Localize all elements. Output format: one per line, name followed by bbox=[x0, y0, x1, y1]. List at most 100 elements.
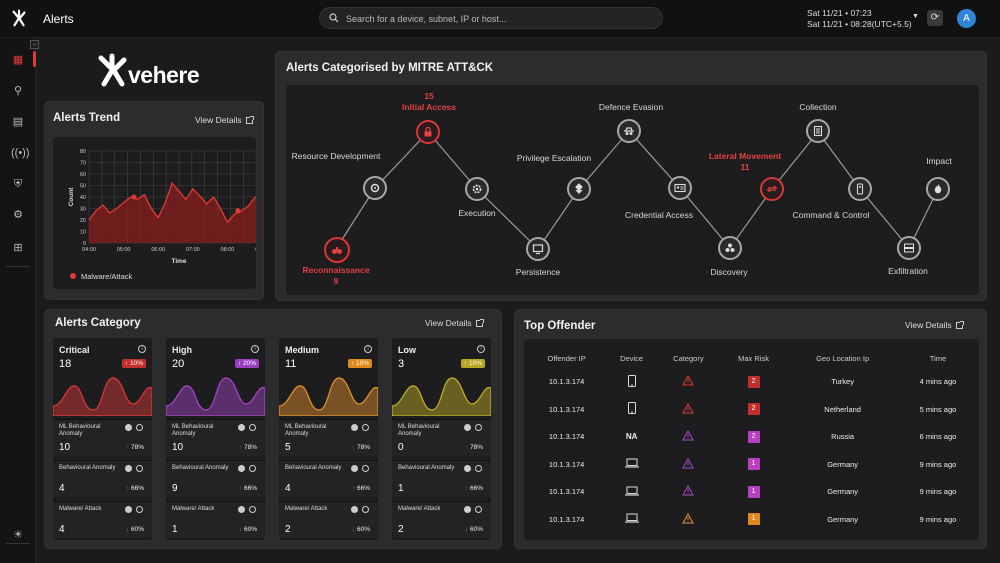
offender-ip[interactable]: 10.1.3.174 bbox=[548, 514, 585, 524]
col-header[interactable]: Time bbox=[929, 353, 947, 363]
time-ago: 9 mins ago bbox=[919, 459, 957, 469]
subcategory-tile[interactable]: Malware/ Attack 1 ↓ 60% bbox=[166, 501, 265, 538]
subcategory-tile[interactable]: ML Behavioural Anomaly 10 ↑ 78% bbox=[53, 419, 152, 456]
info-icon[interactable]: i bbox=[251, 345, 259, 353]
alerts-trend-view-details[interactable]: View Details bbox=[195, 115, 254, 125]
broadcast-icon[interactable]: ((•)) bbox=[11, 147, 30, 159]
trend-badge: ↑ 10% bbox=[460, 359, 485, 368]
info-icon[interactable] bbox=[136, 465, 143, 472]
mitre-execution-node[interactable] bbox=[465, 177, 489, 201]
mitre-impact-node[interactable] bbox=[926, 177, 950, 201]
col-header[interactable]: Category bbox=[673, 353, 704, 363]
info-icon[interactable]: i bbox=[477, 345, 485, 353]
offender-ip[interactable]: 10.1.3.174 bbox=[548, 432, 585, 442]
gears-icon bbox=[370, 183, 380, 193]
lock-icon bbox=[424, 126, 432, 137]
shield-icon[interactable]: ⛨ bbox=[13, 178, 23, 190]
dashboard-icon[interactable]: ▦ bbox=[12, 54, 24, 66]
table-row[interactable]: 10.1.3.174 1 Germany 9 mins ago bbox=[526, 451, 977, 479]
table-row[interactable]: 10.1.3.174 2 Netherland 5 mins ago bbox=[526, 396, 977, 424]
mitre-initial-access-node[interactable] bbox=[416, 120, 440, 144]
subcategory-tile[interactable]: Behavioural Anomaly 9 ↑ 66% bbox=[166, 460, 265, 497]
theme-toggle-icon[interactable]: ☀ bbox=[13, 529, 23, 541]
clipboard-icon[interactable]: ▤ bbox=[12, 116, 24, 128]
mitre-command-control-node[interactable] bbox=[848, 177, 872, 201]
report-icon[interactable]: ⊞ bbox=[13, 242, 23, 254]
mitre-exfiltration-node[interactable] bbox=[897, 236, 921, 260]
subcategory-tile[interactable]: ML Behavioural Anomaly 5 ↑ 78% bbox=[279, 419, 378, 456]
avatar[interactable]: A bbox=[957, 9, 976, 28]
info-icon[interactable] bbox=[249, 506, 256, 513]
mitre-collection-node[interactable] bbox=[806, 119, 830, 143]
device-cell bbox=[607, 506, 656, 534]
table-row[interactable]: 10.1.3.174 1 Germany 9 mins ago bbox=[526, 506, 977, 534]
refresh-button[interactable]: ⟳ bbox=[927, 10, 943, 26]
info-icon[interactable] bbox=[249, 424, 256, 431]
table-row[interactable]: 10.1.3.174 1 Germany 9 mins ago bbox=[526, 478, 977, 506]
mitre-privilege-escalation-node[interactable] bbox=[567, 177, 591, 201]
category-column-medium[interactable]: Medium i 11 ↑ 10% ML Behavioural Anomaly… bbox=[279, 338, 378, 540]
info-icon[interactable]: i bbox=[138, 345, 146, 353]
search-bar[interactable] bbox=[319, 7, 663, 29]
info-icon[interactable] bbox=[136, 506, 143, 513]
gear-icon[interactable]: ⚙ bbox=[13, 209, 23, 221]
laptop-icon bbox=[624, 458, 639, 468]
offender-ip[interactable]: 10.1.3.174 bbox=[548, 377, 585, 387]
search-input[interactable] bbox=[346, 11, 646, 26]
subcategory-tile[interactable]: Behavioural Anomaly 4 ↑ 66% bbox=[279, 460, 378, 497]
vehere-logo-icon[interactable] bbox=[10, 9, 28, 27]
info-icon[interactable] bbox=[362, 465, 369, 472]
data-point[interactable] bbox=[235, 208, 241, 214]
mitre-defence-evasion-node[interactable] bbox=[617, 119, 641, 143]
subcategory-tile[interactable]: Behavioural Anomaly 1 ↑ 66% bbox=[392, 460, 491, 497]
datetime-display[interactable]: Sat 11/21 • 07:23 Sat 11/21 • 08:28(UTC+… bbox=[807, 8, 912, 30]
category-sparkline bbox=[392, 377, 491, 416]
subcategory-tile[interactable]: Malware/ Attack 2 ↓ 60% bbox=[392, 501, 491, 538]
table-row[interactable]: 10.1.3.174 2 Turkey 4 mins ago bbox=[526, 368, 977, 396]
table-row[interactable]: 10.1.3.174 NA 2 Russia 6 mins ago bbox=[526, 423, 977, 451]
info-icon[interactable] bbox=[136, 424, 143, 431]
mitre-reconnaissance-node[interactable] bbox=[324, 237, 350, 263]
col-header[interactable]: Max Risk bbox=[738, 353, 769, 363]
category-column-low[interactable]: Low i 3 ↑ 10% ML Behavioural Anomaly 0 ↑… bbox=[392, 338, 491, 540]
mitre-credential-access-node[interactable] bbox=[668, 176, 692, 200]
category-column-critical[interactable]: Critical i 18 ↑ 10% ML Behavioural Anoma… bbox=[53, 338, 152, 540]
col-header[interactable]: Device bbox=[620, 353, 644, 363]
collapse-nav-icon[interactable]: ‹› bbox=[30, 40, 39, 49]
subcategory-percent: ↑ 66% bbox=[351, 485, 370, 492]
subcategory-percent: ↓ 60% bbox=[351, 526, 370, 533]
mitre-resource-development-node[interactable] bbox=[363, 176, 387, 200]
network-icon[interactable]: ⚲ bbox=[13, 85, 23, 97]
subcategory-tile[interactable]: Malware/ Attack 2 ↓ 60% bbox=[279, 501, 378, 538]
category-cell bbox=[656, 396, 721, 424]
col-header[interactable]: Offender IP bbox=[547, 353, 586, 363]
info-icon[interactable] bbox=[475, 424, 482, 431]
caret-down-icon[interactable]: ▼ bbox=[912, 13, 919, 20]
view-details-label: View Details bbox=[195, 115, 242, 125]
subcategory-tile[interactable]: Malware/ Attack 4 ↓ 60% bbox=[53, 501, 152, 538]
mitre-persistence-node[interactable] bbox=[526, 237, 550, 261]
info-icon[interactable] bbox=[475, 465, 482, 472]
alerts-category-view-details[interactable]: View Details bbox=[425, 318, 484, 328]
check-icon bbox=[125, 465, 132, 472]
col-header[interactable]: Geo Location Ip bbox=[816, 353, 870, 363]
subcategory-tile[interactable]: ML Behavioural Anomaly 10 ↑ 78% bbox=[166, 419, 265, 456]
category-column-high[interactable]: High i 20 ↑ 20% ML Behavioural Anomaly 1… bbox=[166, 338, 265, 540]
y-tick-label: 10 bbox=[80, 230, 86, 236]
category-count: 11 bbox=[285, 358, 297, 370]
info-icon[interactable] bbox=[362, 424, 369, 431]
top-offender-view-details[interactable]: View Details bbox=[905, 320, 964, 330]
info-icon[interactable] bbox=[475, 506, 482, 513]
mitre-discovery-node[interactable] bbox=[718, 236, 742, 260]
data-point[interactable] bbox=[131, 194, 137, 200]
subcategory-tile[interactable]: Behavioural Anomaly 4 ↑ 66% bbox=[53, 460, 152, 497]
offender-ip[interactable]: 10.1.3.174 bbox=[548, 459, 585, 469]
subcategory-tile[interactable]: ML Behavioural Anomaly 0 ↑ 78% bbox=[392, 419, 491, 456]
info-icon[interactable] bbox=[249, 465, 256, 472]
info-icon[interactable] bbox=[362, 506, 369, 513]
offender-ip[interactable]: 10.1.3.174 bbox=[548, 404, 585, 414]
mitre-lateral-movement-node[interactable] bbox=[760, 177, 784, 201]
info-icon[interactable]: i bbox=[364, 345, 372, 353]
offender-ip[interactable]: 10.1.3.174 bbox=[548, 487, 585, 497]
time-ago: 5 mins ago bbox=[919, 404, 957, 414]
